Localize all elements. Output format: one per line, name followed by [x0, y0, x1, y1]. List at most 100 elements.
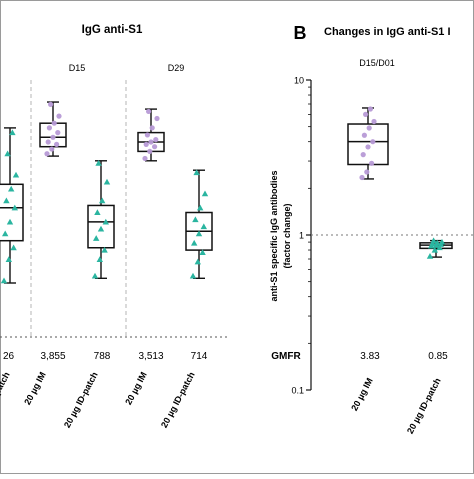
x-tick-label: 20 µg ID-patch	[0, 370, 12, 429]
data-point	[370, 139, 376, 145]
data-point	[99, 197, 106, 204]
panel-b-label: B	[294, 23, 307, 43]
data-point	[438, 238, 446, 245]
data-point	[93, 235, 100, 241]
data-point	[430, 237, 437, 244]
data-point	[55, 130, 61, 136]
box-plot	[137, 108, 165, 162]
panel-a-title: IgG anti-S1	[82, 24, 143, 36]
box-plot	[87, 159, 115, 279]
data-point	[56, 113, 62, 119]
panel-b-title: Changes in IgG anti-S1 I	[324, 26, 451, 38]
data-point	[3, 197, 10, 204]
panel-label-box	[289, 20, 310, 41]
panel-b-x-labels: 20 µg IM 20 µg ID-patch	[349, 376, 443, 435]
data-point	[9, 129, 16, 136]
data-point	[10, 244, 17, 251]
gmfr-label: GMFR	[271, 351, 301, 362]
box-plot	[347, 106, 389, 181]
data-point	[11, 204, 18, 211]
data-point	[147, 148, 153, 154]
panel-a: IgG anti-S1 D15 D29 26 3,855 788 3,513 7…	[0, 24, 229, 429]
data-point	[194, 258, 201, 265]
data-point	[143, 141, 149, 147]
data-point	[363, 111, 369, 117]
data-point	[359, 174, 365, 181]
panel-a-boxes	[0, 101, 213, 284]
data-point	[199, 249, 206, 256]
y-axis: 0.1 1 10	[291, 76, 474, 396]
value-label: 26	[3, 351, 15, 362]
data-point	[201, 190, 209, 197]
data-point	[0, 277, 8, 284]
data-point	[49, 146, 55, 152]
data-point	[96, 256, 103, 263]
data-point	[200, 223, 207, 230]
data-point	[148, 139, 154, 145]
panel-b-boxes	[347, 106, 453, 259]
box	[347, 123, 389, 166]
data-point	[149, 125, 155, 131]
data-point	[102, 218, 109, 225]
y-axis-label: (factor change)	[282, 203, 292, 268]
data-point	[54, 141, 60, 147]
x-tick-label: 20 µg IM	[123, 370, 149, 406]
y-tick-label: 0.1	[291, 386, 304, 396]
x-tick-label: 20 µg ID-patch	[159, 370, 197, 429]
box-plot	[39, 101, 67, 157]
data-point	[91, 272, 99, 279]
gmfr-value: 3.83	[360, 351, 380, 362]
data-point	[146, 108, 152, 115]
value-label: 3,855	[40, 351, 65, 362]
x-tick-label: 20 µg IM	[22, 370, 48, 406]
data-point	[142, 155, 148, 162]
data-point	[426, 252, 434, 259]
panel-b: B Changes in IgG anti-S1 I D15/D01 anti-…	[269, 20, 474, 435]
data-point	[429, 240, 436, 247]
data-point	[12, 171, 20, 178]
y-tick-label: 1	[299, 231, 304, 241]
data-point	[94, 209, 101, 216]
data-point	[192, 216, 199, 223]
data-point	[144, 132, 150, 138]
y-axis-label: anti-S1 specific IgG antibodies	[269, 170, 279, 301]
data-point	[195, 230, 203, 237]
panel-b-subtitle: D15/D01	[359, 58, 395, 68]
data-point	[189, 272, 197, 279]
y-tick-label: 10	[294, 76, 304, 86]
value-label: 788	[94, 351, 111, 362]
data-point	[436, 244, 443, 251]
data-point	[371, 118, 377, 125]
data-point	[2, 230, 9, 237]
data-point	[361, 132, 367, 138]
data-point	[97, 225, 105, 232]
timepoint-label: D15	[69, 63, 86, 73]
data-point	[369, 160, 375, 166]
data-point	[366, 125, 372, 131]
data-point	[51, 120, 57, 126]
data-point	[193, 169, 200, 176]
data-point	[48, 101, 54, 107]
data-point	[153, 137, 159, 143]
data-point	[360, 152, 366, 158]
x-tick-label: 20 µg ID-patch	[62, 370, 100, 429]
data-point	[364, 169, 370, 175]
data-point	[95, 159, 102, 166]
gmfr-value: 0.85	[428, 351, 448, 362]
data-point	[191, 239, 198, 246]
x-tick-label: 20 µg ID-patch	[405, 376, 443, 435]
data-point	[6, 218, 14, 225]
data-point	[434, 239, 441, 246]
panel-a-x-labels: 20 µg ID-patch 20 µg IM 20 µg ID-patch 20 µ…	[0, 370, 197, 429]
data-point	[8, 185, 15, 192]
data-point	[367, 106, 373, 112]
data-point	[101, 246, 108, 253]
box-plot	[185, 169, 213, 279]
data-point	[154, 115, 160, 122]
timepoint-label: D29	[168, 63, 185, 73]
data-point	[4, 150, 11, 157]
data-point	[44, 151, 50, 157]
box-plot	[0, 127, 24, 284]
